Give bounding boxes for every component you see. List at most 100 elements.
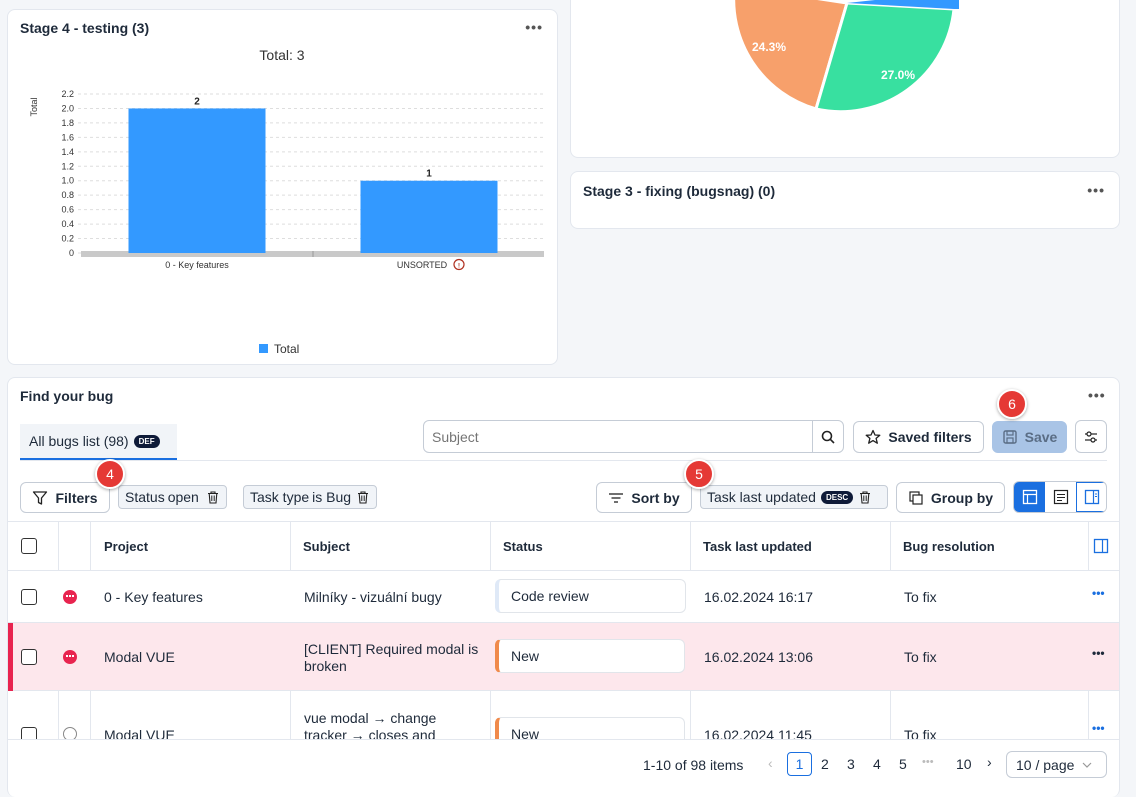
row-status[interactable]: New [495,639,685,673]
trash-icon[interactable] [858,490,872,504]
row-highlight-bar [8,623,13,691]
y-tick-label: 0.2 [61,234,74,244]
y-tick-label: 2.2 [61,89,74,99]
filter-pill-task-type[interactable]: Task type is Bug [243,485,378,509]
unsorted-badge-icon [453,258,465,271]
row-status-label: New [511,648,540,664]
group-by-button[interactable]: Group by [896,482,1005,513]
trash-icon[interactable] [206,490,220,504]
next-page-icon[interactable]: › [987,754,992,770]
row-project: Modal VUE [104,727,175,739]
column-header-subject[interactable]: Subject [303,539,350,554]
filter-pill-status[interactable]: Status open [118,485,227,509]
stage4-card: Stage 4 - testing (3) ••• Total: 3 Total… [7,9,558,365]
page-4[interactable]: 4 [873,756,881,772]
view-table-button[interactable] [1014,482,1045,512]
select-all-checkbox[interactable] [21,538,37,554]
bar-data-label: 2 [194,96,200,107]
row-resolution: To fix [904,589,937,605]
sort-pill[interactable]: Task last updated DESC [700,485,888,509]
row-menu-icon[interactable]: ••• [1092,646,1105,660]
page-2[interactable]: 2 [821,756,829,772]
group-by-label: Group by [930,489,994,506]
row-updated: 16.02.2024 11:45 [704,727,812,739]
row-checkbox[interactable] [21,727,37,739]
row-resolution: To fix [904,727,937,739]
view-split-button[interactable] [1076,482,1106,512]
sort-lines-icon [609,492,624,503]
bar-data-label: 1 [426,169,432,180]
bar-unsorted[interactable] [360,180,498,253]
row-checkbox[interactable] [21,589,37,605]
pagination-bar [8,739,1119,786]
row-status[interactable]: New [495,717,685,739]
row-subject[interactable]: Milníky - vizuální bugy [304,589,442,605]
tab-all-bugs[interactable]: All bugs list (98) DEF [20,424,177,460]
y-axis-ticks: 2.2 2.0 1.8 1.6 1.4 1.2 1.0 0.8 0.6 0.4 0.2 0 [61,89,74,258]
column-header-updated[interactable]: Task last updated [703,539,812,554]
page-1[interactable]: 1 [787,752,812,776]
prev-page-icon[interactable]: ‹ [768,755,773,771]
split-view-icon [1084,489,1099,505]
trash-icon[interactable] [356,490,370,504]
save-label: Save [1024,429,1058,445]
stage3-menu-icon[interactable]: ••• [1087,182,1105,198]
desc-badge: DESC [820,490,854,504]
sort-by-button[interactable]: Sort by [596,482,692,513]
column-panel-icon[interactable] [1093,538,1109,554]
comment-icon [63,650,77,664]
view-list-button[interactable] [1045,482,1076,512]
search-button[interactable] [812,420,844,453]
bar-key-features[interactable] [128,108,266,253]
stage3-card: Stage 3 - fixing (bugsnag) (0) ••• [570,171,1120,229]
comment-icon [63,590,77,604]
svg-text:!: ! [458,264,460,270]
sort-by-label: Sort by [631,489,680,506]
page-5[interactable]: 5 [899,756,907,772]
row-status[interactable]: Code review [495,579,686,613]
tabs-divider [20,460,1107,461]
comment-outline-icon [63,727,77,739]
pie-slice-orange [732,0,849,111]
row-subject[interactable]: vue modal → change tracker → closes and [304,710,437,739]
row-checkbox[interactable] [21,649,37,665]
y-axis-label: Total [29,97,39,116]
pie-card: 24.3% 27.0% [570,0,1120,158]
columns-settings-button[interactable] [1075,420,1107,453]
star-icon [865,429,881,444]
bugs-title: Find your bug [20,388,114,404]
page-3[interactable]: 3 [847,756,855,772]
bugs-menu-icon[interactable]: ••• [1088,387,1106,403]
stage4-bar-chart: Total: 3 Total 2.2 2.0 1.8 1.6 1.4 1.2 1.0 0.8 0… [29,47,544,356]
filters-button[interactable]: Filters [20,482,110,513]
column-header-status[interactable]: Status [503,539,543,554]
row-menu-icon[interactable]: ••• [1092,721,1105,735]
x-tick-key-features: 0 - Key features [165,260,229,270]
chevron-down-icon [1082,762,1092,768]
pagination-ellipsis[interactable]: ••• [922,756,934,768]
y-tick-label: 1.0 [61,176,74,186]
sort-pill-label: Task last updated [707,489,816,505]
row-subject[interactable]: [CLIENT] Required modal is broken [304,641,479,674]
y-tick-label: 0.8 [61,190,74,200]
page-10[interactable]: 10 [956,756,972,772]
search-input[interactable] [423,420,813,453]
view-switcher [1013,481,1107,513]
save-button[interactable]: Save [992,421,1067,453]
column-header-resolution[interactable]: Bug resolution [903,539,995,554]
x-tick-unsorted: UNSORTED [397,260,448,270]
y-tick-label: 0.6 [61,205,74,215]
page-size-select[interactable]: 10 / page [1006,751,1107,778]
saved-filters-button[interactable]: Saved filters [853,421,984,453]
stage4-title: Stage 4 - testing (3) [20,20,150,36]
bars: 21 [128,96,498,253]
pie-label-orange: 24.3% [752,40,786,54]
stage4-menu-icon[interactable]: ••• [525,19,543,35]
page-size-label: 10 / page [1016,756,1075,773]
stage3-title: Stage 3 - fixing (bugsnag) (0) [583,183,776,199]
row-resolution: To fix [904,649,937,665]
row-menu-icon[interactable]: ••• [1092,586,1105,600]
filter-status-value: open [167,489,199,505]
column-header-project[interactable]: Project [104,539,149,554]
filter-task-type-value: is Bug [312,489,352,505]
